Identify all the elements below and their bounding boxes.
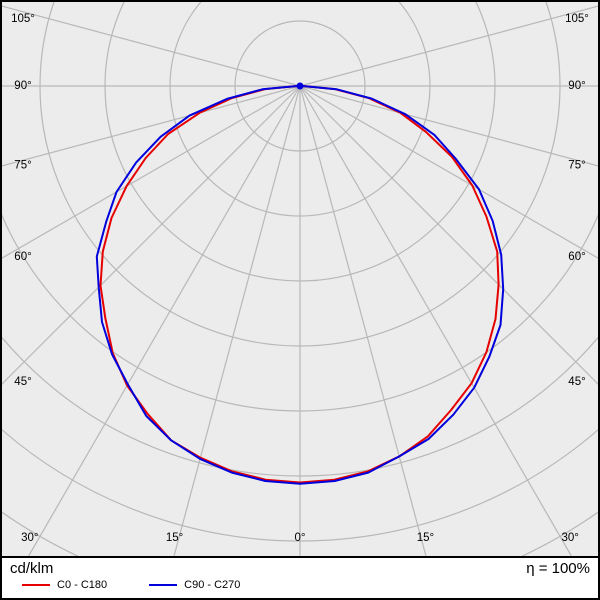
legend-swatch-0: [22, 584, 50, 586]
legend-label-1: C90 - C270: [184, 579, 241, 591]
grid-radial: [299, 85, 427, 556]
angle-label: 60°: [568, 251, 585, 263]
angle-label: 45°: [14, 376, 31, 388]
grid-radial: [2, 85, 301, 259]
unit-label: cd/klm: [10, 560, 54, 577]
angle-label: 30°: [562, 532, 579, 544]
footer-top-row: cd/klm η = 100%: [10, 560, 590, 577]
legend-item-1: C90 - C270: [149, 579, 240, 591]
series-curve-1: [95, 85, 505, 485]
angle-label: 90°: [14, 80, 31, 92]
angle-label: 90°: [568, 80, 585, 92]
efficiency-label: η = 100%: [526, 560, 590, 577]
angle-label: 75°: [14, 159, 31, 171]
polar-chart-svg: 0° 15° 15° 30° 30° 45° 45° 60° 60° 75° 75° 90° 90° 10…: [2, 2, 598, 556]
angle-label: 15°: [417, 532, 434, 544]
angle-label: 0°: [295, 532, 306, 544]
polar-plot-area: 0° 15° 15° 30° 30° 45° 45° 60° 60° 75° 75° 90° 90° 10…: [2, 2, 598, 556]
footer: cd/klm η = 100% C0 - C180 C90 - C270: [2, 556, 598, 598]
grid-radial: [299, 85, 598, 259]
angle-label: 75°: [568, 159, 585, 171]
legend-item-0: C0 - C180: [22, 579, 107, 591]
grid-radial: [2, 85, 301, 385]
angle-label: 30°: [21, 532, 38, 544]
grid-radial: [173, 85, 301, 556]
series-curve-0: [99, 85, 500, 484]
grid-radial: [299, 85, 598, 385]
grid-radial: [299, 5, 598, 87]
grid-radial: [27, 85, 301, 556]
angle-label: 15°: [166, 532, 183, 544]
angle-label: 60°: [14, 251, 31, 263]
angle-label: 45°: [568, 376, 585, 388]
angle-label: 105°: [11, 13, 35, 25]
legend: C0 - C180 C90 - C270: [22, 579, 590, 591]
grid-radial: [2, 5, 301, 87]
legend-swatch-1: [149, 584, 178, 586]
angle-label: 105°: [565, 13, 589, 25]
grid-radial: [299, 85, 573, 556]
grid-radial: [299, 85, 598, 167]
origin-dot: [296, 82, 304, 90]
legend-label-0: C0 - C180: [57, 579, 108, 591]
